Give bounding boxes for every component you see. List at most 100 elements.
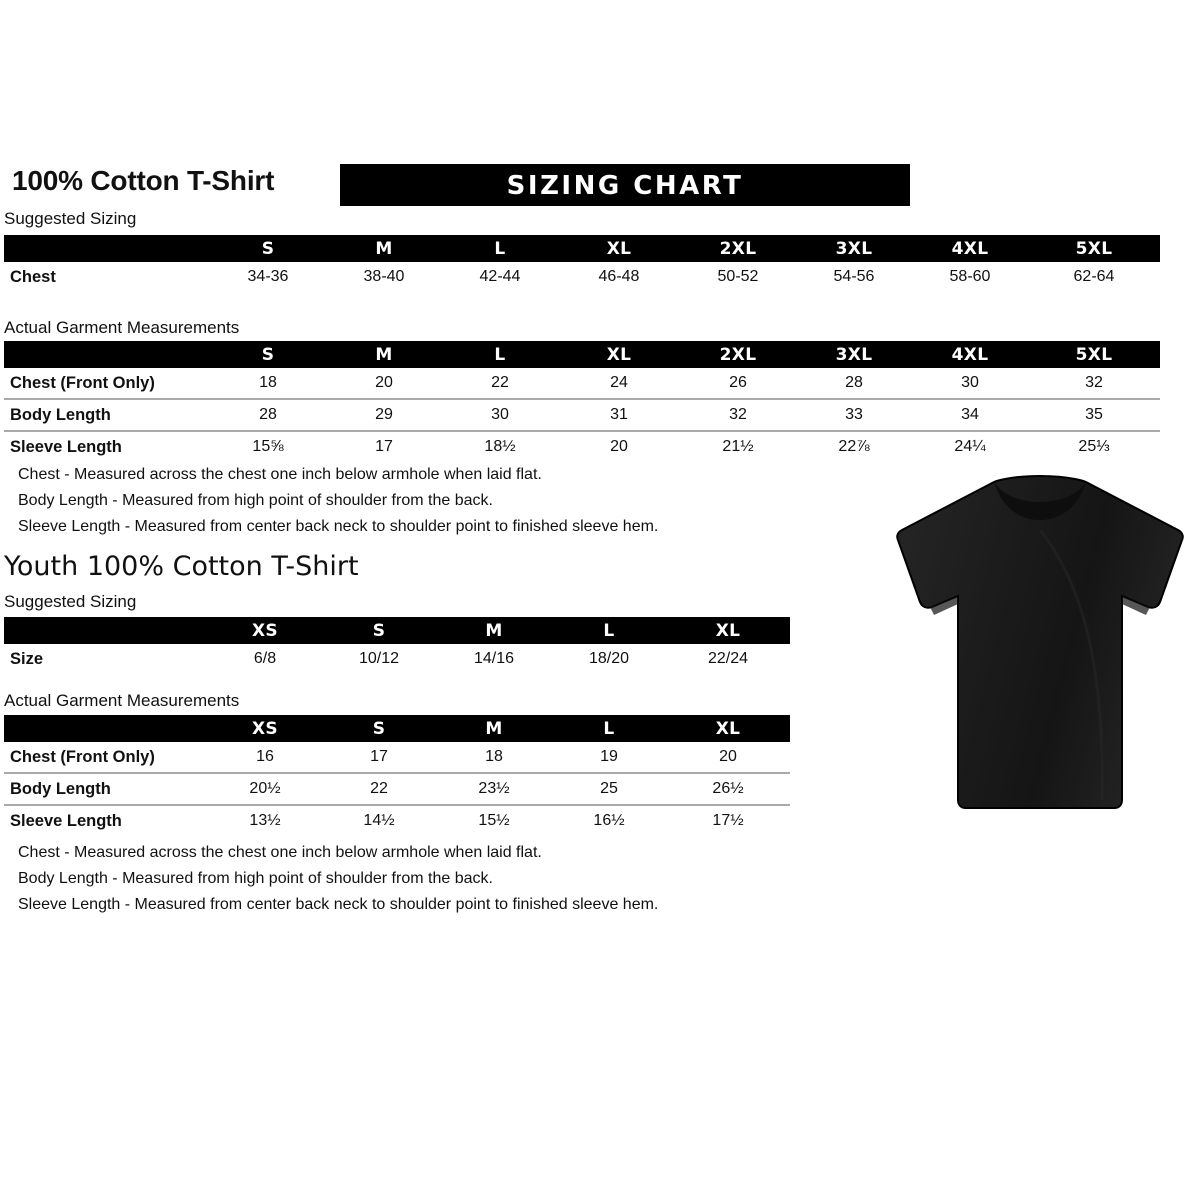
- table-row: Chest (Front Only) 18 20 22 24 26 28 30 …: [4, 368, 1160, 399]
- row-label: Sleeve Length: [4, 804, 208, 836]
- header-size: 2XL: [719, 344, 757, 365]
- youth-suggested-sizing-table: XS S M L XL Size 6/8 10/12 14/16 18/20 2…: [4, 617, 790, 674]
- cell-value: 10/12: [358, 650, 400, 667]
- cell-value: 15½: [436, 804, 552, 836]
- table-row: Chest 34-36 38-40 42-44 46-48 50-52 54-5…: [4, 262, 1160, 292]
- cell-value: 31: [558, 398, 680, 431]
- header-size: L: [603, 718, 615, 739]
- header-size: L: [494, 344, 506, 365]
- header-size: 4XL: [951, 238, 989, 259]
- page-title: 100% Cotton T-Shirt: [12, 165, 275, 196]
- cell-value: 20: [375, 374, 393, 391]
- header-size: XL: [715, 620, 741, 641]
- cell-value: 18: [259, 374, 277, 391]
- header-size: L: [494, 238, 506, 259]
- adult-measurement-notes: Chest - Measured across the chest one in…: [18, 462, 658, 540]
- cell-value: 26: [729, 374, 747, 391]
- cell-value: 23½: [436, 772, 552, 805]
- header-size: S: [261, 344, 275, 365]
- cell-value: 18/20: [588, 650, 630, 667]
- tshirt-icon: [896, 474, 1184, 809]
- row-label: Body Length: [4, 398, 210, 431]
- cell-value: 18: [485, 748, 503, 765]
- header-size: XL: [606, 344, 632, 365]
- cell-value: 14/16: [473, 650, 515, 667]
- table-row: Body Length 20½ 22 23½ 25 26½: [4, 772, 790, 805]
- cell-value: 20½: [208, 772, 322, 805]
- header-size: L: [603, 620, 615, 641]
- cell-value: 16: [256, 748, 274, 765]
- cell-value: 34: [912, 398, 1028, 431]
- row-label: Chest (Front Only): [10, 747, 155, 766]
- cell-value: 24¼: [912, 430, 1028, 462]
- cell-value: 17: [326, 430, 442, 462]
- cell-value: 17: [370, 748, 388, 765]
- row-label: Chest (Front Only): [10, 373, 155, 392]
- cell-value: 17½: [666, 804, 790, 836]
- table-header-row: XS S M L XL: [4, 617, 790, 644]
- cell-value: 28: [210, 398, 326, 431]
- cell-value: 21½: [680, 430, 796, 462]
- cell-value: 22: [322, 772, 436, 805]
- header-corner: [4, 715, 208, 742]
- cell-value: 46-48: [598, 268, 640, 285]
- header-corner: [4, 617, 208, 644]
- table-header-row: XS S M L XL: [4, 715, 790, 742]
- adult-actual-measurements-table: S M L XL 2XL 3XL 4XL 5XL Chest (Front On…: [4, 341, 1160, 462]
- youth-suggested-sizing-label: Suggested Sizing: [4, 592, 137, 611]
- cell-value: 6/8: [253, 650, 277, 667]
- table-row: Sleeve Length 13½ 14½ 15½ 16½ 17½: [4, 804, 790, 836]
- cell-value: 22: [491, 374, 509, 391]
- note-sleeve-length: Sleeve Length - Measured from center bac…: [18, 896, 659, 913]
- cell-value: 32: [1085, 374, 1103, 391]
- youth-actual-measurements-table: XS S M L XL Chest (Front Only) 16 17 18 …: [4, 715, 790, 836]
- cell-value: 29: [326, 398, 442, 431]
- sizing-chart-banner: SIZING CHART: [340, 164, 910, 206]
- banner-title: SIZING CHART: [506, 171, 744, 201]
- adult-suggested-sizing-table: S M L XL 2XL 3XL 4XL 5XL Chest 34-36 38-…: [4, 235, 1160, 292]
- table-header-row: S M L XL 2XL 3XL 4XL 5XL: [4, 235, 1160, 262]
- header-size: 3XL: [835, 238, 873, 259]
- table-row: Sleeve Length 15⅝ 17 18½ 20 21½ 22⅞ 24¼ …: [4, 430, 1160, 462]
- cell-value: 14½: [322, 804, 436, 836]
- header-size: XL: [606, 238, 632, 259]
- cell-value: 42-44: [479, 268, 521, 285]
- header-size: M: [375, 344, 393, 365]
- cell-value: 34-36: [247, 268, 289, 285]
- header-size: 5XL: [1075, 344, 1113, 365]
- adult-suggested-sizing-label: Suggested Sizing: [4, 209, 137, 228]
- header-corner: [4, 235, 210, 262]
- row-label: Size: [10, 649, 44, 668]
- cell-value: 24: [610, 374, 628, 391]
- header-size: M: [485, 718, 503, 739]
- header-size: 4XL: [951, 344, 989, 365]
- header-size: S: [372, 620, 386, 641]
- header-size: XL: [715, 718, 741, 739]
- adult-actual-measurements-label: Actual Garment Measurements: [4, 318, 240, 337]
- cell-value: 25⅓: [1028, 430, 1160, 462]
- cell-value: 15⅝: [210, 430, 326, 462]
- cell-value: 33: [796, 398, 912, 431]
- header-size: 2XL: [719, 238, 757, 259]
- row-label: Sleeve Length: [4, 430, 210, 462]
- row-label: Body Length: [4, 772, 208, 805]
- cell-value: 19: [600, 748, 618, 765]
- note-chest: Chest - Measured across the chest one in…: [18, 466, 542, 483]
- chart-header: 100% Cotton T-Shirt SIZING CHART: [8, 164, 1192, 210]
- table-row: Chest (Front Only) 16 17 18 19 20: [4, 742, 790, 773]
- cell-value: 28: [845, 374, 863, 391]
- cell-value: 38-40: [363, 268, 405, 285]
- table-header-row: S M L XL 2XL 3XL 4XL 5XL: [4, 341, 1160, 368]
- cell-value: 25: [552, 772, 666, 805]
- cell-value: 58-60: [949, 268, 991, 285]
- header-size: XS: [252, 718, 278, 739]
- header-size: M: [375, 238, 393, 259]
- header-size: 3XL: [835, 344, 873, 365]
- youth-actual-measurements-label: Actual Garment Measurements: [4, 691, 240, 710]
- note-body-length: Body Length - Measured from high point o…: [18, 870, 493, 887]
- youth-measurement-notes: Chest - Measured across the chest one in…: [18, 840, 658, 918]
- table-row: Body Length 28 29 30 31 32 33 34 35: [4, 398, 1160, 431]
- cell-value: 32: [680, 398, 796, 431]
- row-label: Chest: [10, 267, 56, 286]
- cell-value: 54-56: [833, 268, 875, 285]
